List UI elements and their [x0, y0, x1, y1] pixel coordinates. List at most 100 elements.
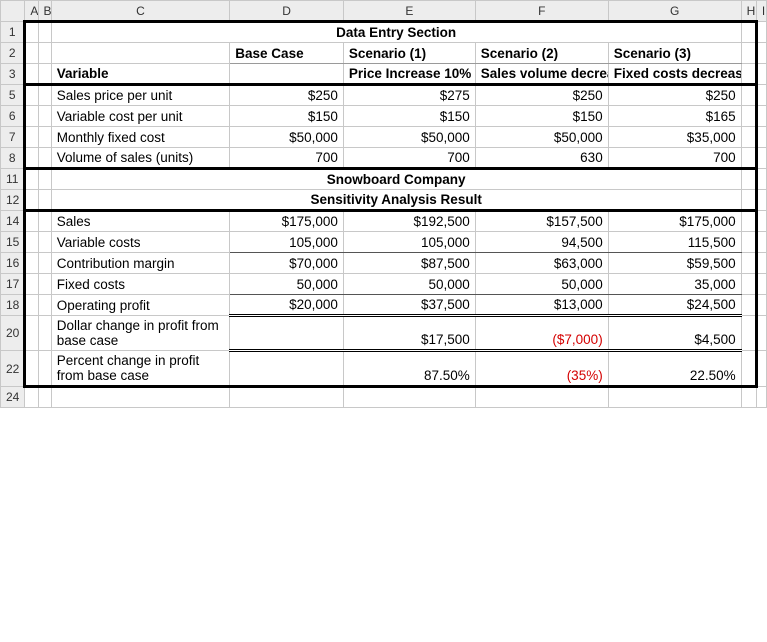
cell[interactable]: [38, 148, 51, 169]
value[interactable]: $157,500: [475, 211, 608, 232]
value[interactable]: $63,000: [475, 253, 608, 274]
cell[interactable]: [741, 127, 756, 148]
value[interactable]: 700: [343, 148, 475, 169]
cell[interactable]: [25, 295, 38, 316]
row-header[interactable]: 2: [1, 43, 25, 64]
cell[interactable]: [756, 351, 766, 387]
col-header-C[interactable]: C: [51, 1, 230, 22]
cell[interactable]: [25, 85, 38, 106]
cell[interactable]: [38, 387, 51, 408]
row-header[interactable]: 17: [1, 274, 25, 295]
value[interactable]: 105,000: [230, 232, 344, 253]
cell[interactable]: [756, 169, 766, 190]
col-header-H[interactable]: H: [741, 1, 756, 22]
value[interactable]: 94,500: [475, 232, 608, 253]
cell[interactable]: [741, 43, 756, 64]
value[interactable]: $24,500: [608, 295, 741, 316]
value[interactable]: $192,500: [343, 211, 475, 232]
cell[interactable]: [741, 64, 756, 85]
cell[interactable]: [38, 274, 51, 295]
cell[interactable]: [38, 127, 51, 148]
value[interactable]: $275: [343, 85, 475, 106]
cell[interactable]: [756, 211, 766, 232]
cell[interactable]: [25, 106, 38, 127]
value[interactable]: 50,000: [343, 274, 475, 295]
cell[interactable]: [25, 43, 38, 64]
cell[interactable]: [756, 64, 766, 85]
row-header[interactable]: 12: [1, 190, 25, 211]
cell[interactable]: [38, 43, 51, 64]
cell[interactable]: [741, 22, 756, 43]
row-header[interactable]: 8: [1, 148, 25, 169]
cell[interactable]: [25, 351, 38, 387]
value[interactable]: $50,000: [475, 127, 608, 148]
value[interactable]: $4,500: [608, 316, 741, 351]
cell[interactable]: [38, 190, 51, 211]
cell[interactable]: [38, 316, 51, 351]
value[interactable]: $150: [475, 106, 608, 127]
row-header[interactable]: 22: [1, 351, 25, 387]
col-header-I[interactable]: I: [756, 1, 766, 22]
value[interactable]: 22.50%: [608, 351, 741, 387]
cell[interactable]: [756, 106, 766, 127]
col-header-A[interactable]: A: [25, 1, 38, 22]
label[interactable]: Fixed costs: [51, 274, 230, 295]
value[interactable]: 87.50%: [343, 351, 475, 387]
row-header[interactable]: 1: [1, 22, 25, 43]
cell[interactable]: [38, 64, 51, 85]
scenario2-desc[interactable]: Sales volume decrease 10%: [475, 64, 608, 85]
col-header-G[interactable]: G: [608, 1, 741, 22]
cell[interactable]: [38, 22, 51, 43]
cell[interactable]: [38, 295, 51, 316]
section2-title1[interactable]: Snowboard Company: [51, 169, 741, 190]
cell[interactable]: [741, 169, 756, 190]
cell[interactable]: [741, 190, 756, 211]
section2-title2[interactable]: Sensitivity Analysis Result: [51, 190, 741, 211]
cell[interactable]: [25, 169, 38, 190]
cell[interactable]: [230, 387, 344, 408]
header-base-case[interactable]: Base Case: [230, 43, 344, 64]
row-header[interactable]: 14: [1, 211, 25, 232]
cell[interactable]: [25, 232, 38, 253]
cell[interactable]: [756, 22, 766, 43]
value[interactable]: $70,000: [230, 253, 344, 274]
header-scenario-3[interactable]: Scenario (3): [608, 43, 741, 64]
value-negative[interactable]: ($7,000): [475, 316, 608, 351]
cell[interactable]: [38, 211, 51, 232]
col-header-F[interactable]: F: [475, 1, 608, 22]
cell[interactable]: [38, 85, 51, 106]
label[interactable]: Variable cost per unit: [51, 106, 230, 127]
header-scenario-2[interactable]: Scenario (2): [475, 43, 608, 64]
cell[interactable]: [741, 316, 756, 351]
cell[interactable]: [741, 106, 756, 127]
value[interactable]: $13,000: [475, 295, 608, 316]
cell[interactable]: [741, 387, 756, 408]
cell[interactable]: [51, 387, 230, 408]
value[interactable]: $250: [475, 85, 608, 106]
cell[interactable]: [51, 43, 230, 64]
value[interactable]: 105,000: [343, 232, 475, 253]
cell[interactable]: [38, 169, 51, 190]
cell[interactable]: [741, 295, 756, 316]
row-header[interactable]: 11: [1, 169, 25, 190]
cell[interactable]: [741, 85, 756, 106]
cell[interactable]: [756, 387, 766, 408]
select-all-corner[interactable]: [1, 1, 25, 22]
cell[interactable]: [756, 190, 766, 211]
row-header[interactable]: 3: [1, 64, 25, 85]
value[interactable]: $250: [608, 85, 741, 106]
worksheet-grid[interactable]: A B C D E F G H I 1 Data Entry Section 2…: [0, 0, 767, 408]
value[interactable]: $87,500: [343, 253, 475, 274]
section-title[interactable]: Data Entry Section: [51, 22, 741, 43]
cell[interactable]: [756, 295, 766, 316]
label[interactable]: Dollar change in profit from base case: [51, 316, 230, 351]
value[interactable]: $250: [230, 85, 344, 106]
row-header[interactable]: 6: [1, 106, 25, 127]
value[interactable]: [230, 316, 344, 351]
value[interactable]: $50,000: [230, 127, 344, 148]
row-header[interactable]: 20: [1, 316, 25, 351]
label[interactable]: Contribution margin: [51, 253, 230, 274]
cell[interactable]: [25, 253, 38, 274]
cell[interactable]: [741, 274, 756, 295]
cell[interactable]: [25, 64, 38, 85]
